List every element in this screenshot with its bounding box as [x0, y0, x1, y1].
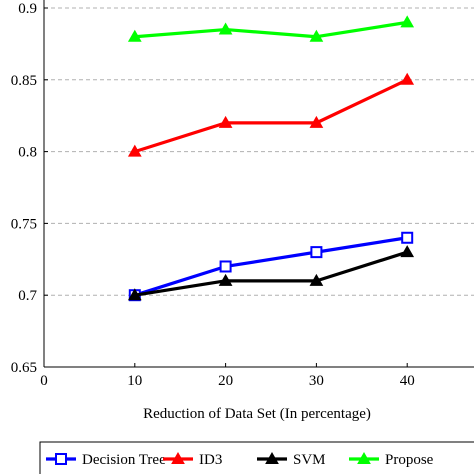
x-tick-label: 10	[127, 373, 142, 389]
data-point	[310, 246, 323, 259]
legend-entry: Propose	[349, 451, 434, 468]
legend-label: ID3	[199, 452, 222, 468]
series-id3	[127, 72, 415, 157]
grid	[44, 7, 474, 296]
legend-entry: SVM	[257, 451, 326, 468]
data-point	[309, 273, 324, 286]
x-tick-label: 40	[400, 373, 415, 389]
data-point	[218, 273, 233, 286]
y-tick-label: 0.85	[11, 73, 37, 89]
y-tick-label: 0.9	[18, 1, 37, 17]
x-tick-label: 30	[309, 373, 324, 389]
data-point	[401, 231, 414, 244]
data-point	[127, 288, 142, 301]
x-axis-title: Reduction of Data Set (In percentage)	[143, 406, 371, 422]
legend-swatch-marker	[55, 453, 67, 465]
series-line	[134, 20, 408, 39]
legend-label: Decision Tree	[82, 452, 166, 468]
legend-swatch-marker	[357, 451, 371, 464]
data-point	[400, 15, 415, 28]
series-svm	[127, 245, 415, 301]
legend-swatch-marker	[171, 451, 185, 464]
data-point	[218, 22, 233, 35]
legend-label: Propose	[385, 452, 434, 468]
legend-entry: Decision Tree	[46, 452, 166, 468]
data-point	[219, 260, 232, 273]
data-point	[309, 29, 324, 42]
legend-swatch-marker	[265, 451, 279, 464]
x-tick-label: 20	[218, 373, 233, 389]
y-tick-label: 0.8	[18, 145, 37, 161]
tick-labels: 0.65 0.7 0.75 0.8 0.85 0.9 0 10 20 30 40	[11, 1, 415, 389]
x-tick-label: 0	[40, 373, 48, 389]
data-point	[127, 29, 142, 42]
legend-label: SVM	[293, 452, 326, 468]
series-line	[134, 78, 408, 154]
y-tick-label: 0.65	[11, 360, 37, 376]
series-line	[134, 250, 408, 297]
data-point	[309, 115, 324, 128]
data-point	[400, 245, 415, 258]
series-line	[134, 236, 408, 297]
legend-entry: ID3	[163, 451, 222, 468]
data-point	[218, 115, 233, 128]
series-lines	[127, 15, 415, 302]
axes	[43, 0, 474, 368]
legend: Decision Tree ID3 SVM Propose	[39, 441, 474, 474]
data-point	[127, 144, 142, 157]
y-tick-label: 0.7	[18, 288, 37, 304]
y-tick-label: 0.75	[11, 216, 37, 232]
data-point	[400, 72, 415, 85]
series-propose	[127, 15, 415, 42]
